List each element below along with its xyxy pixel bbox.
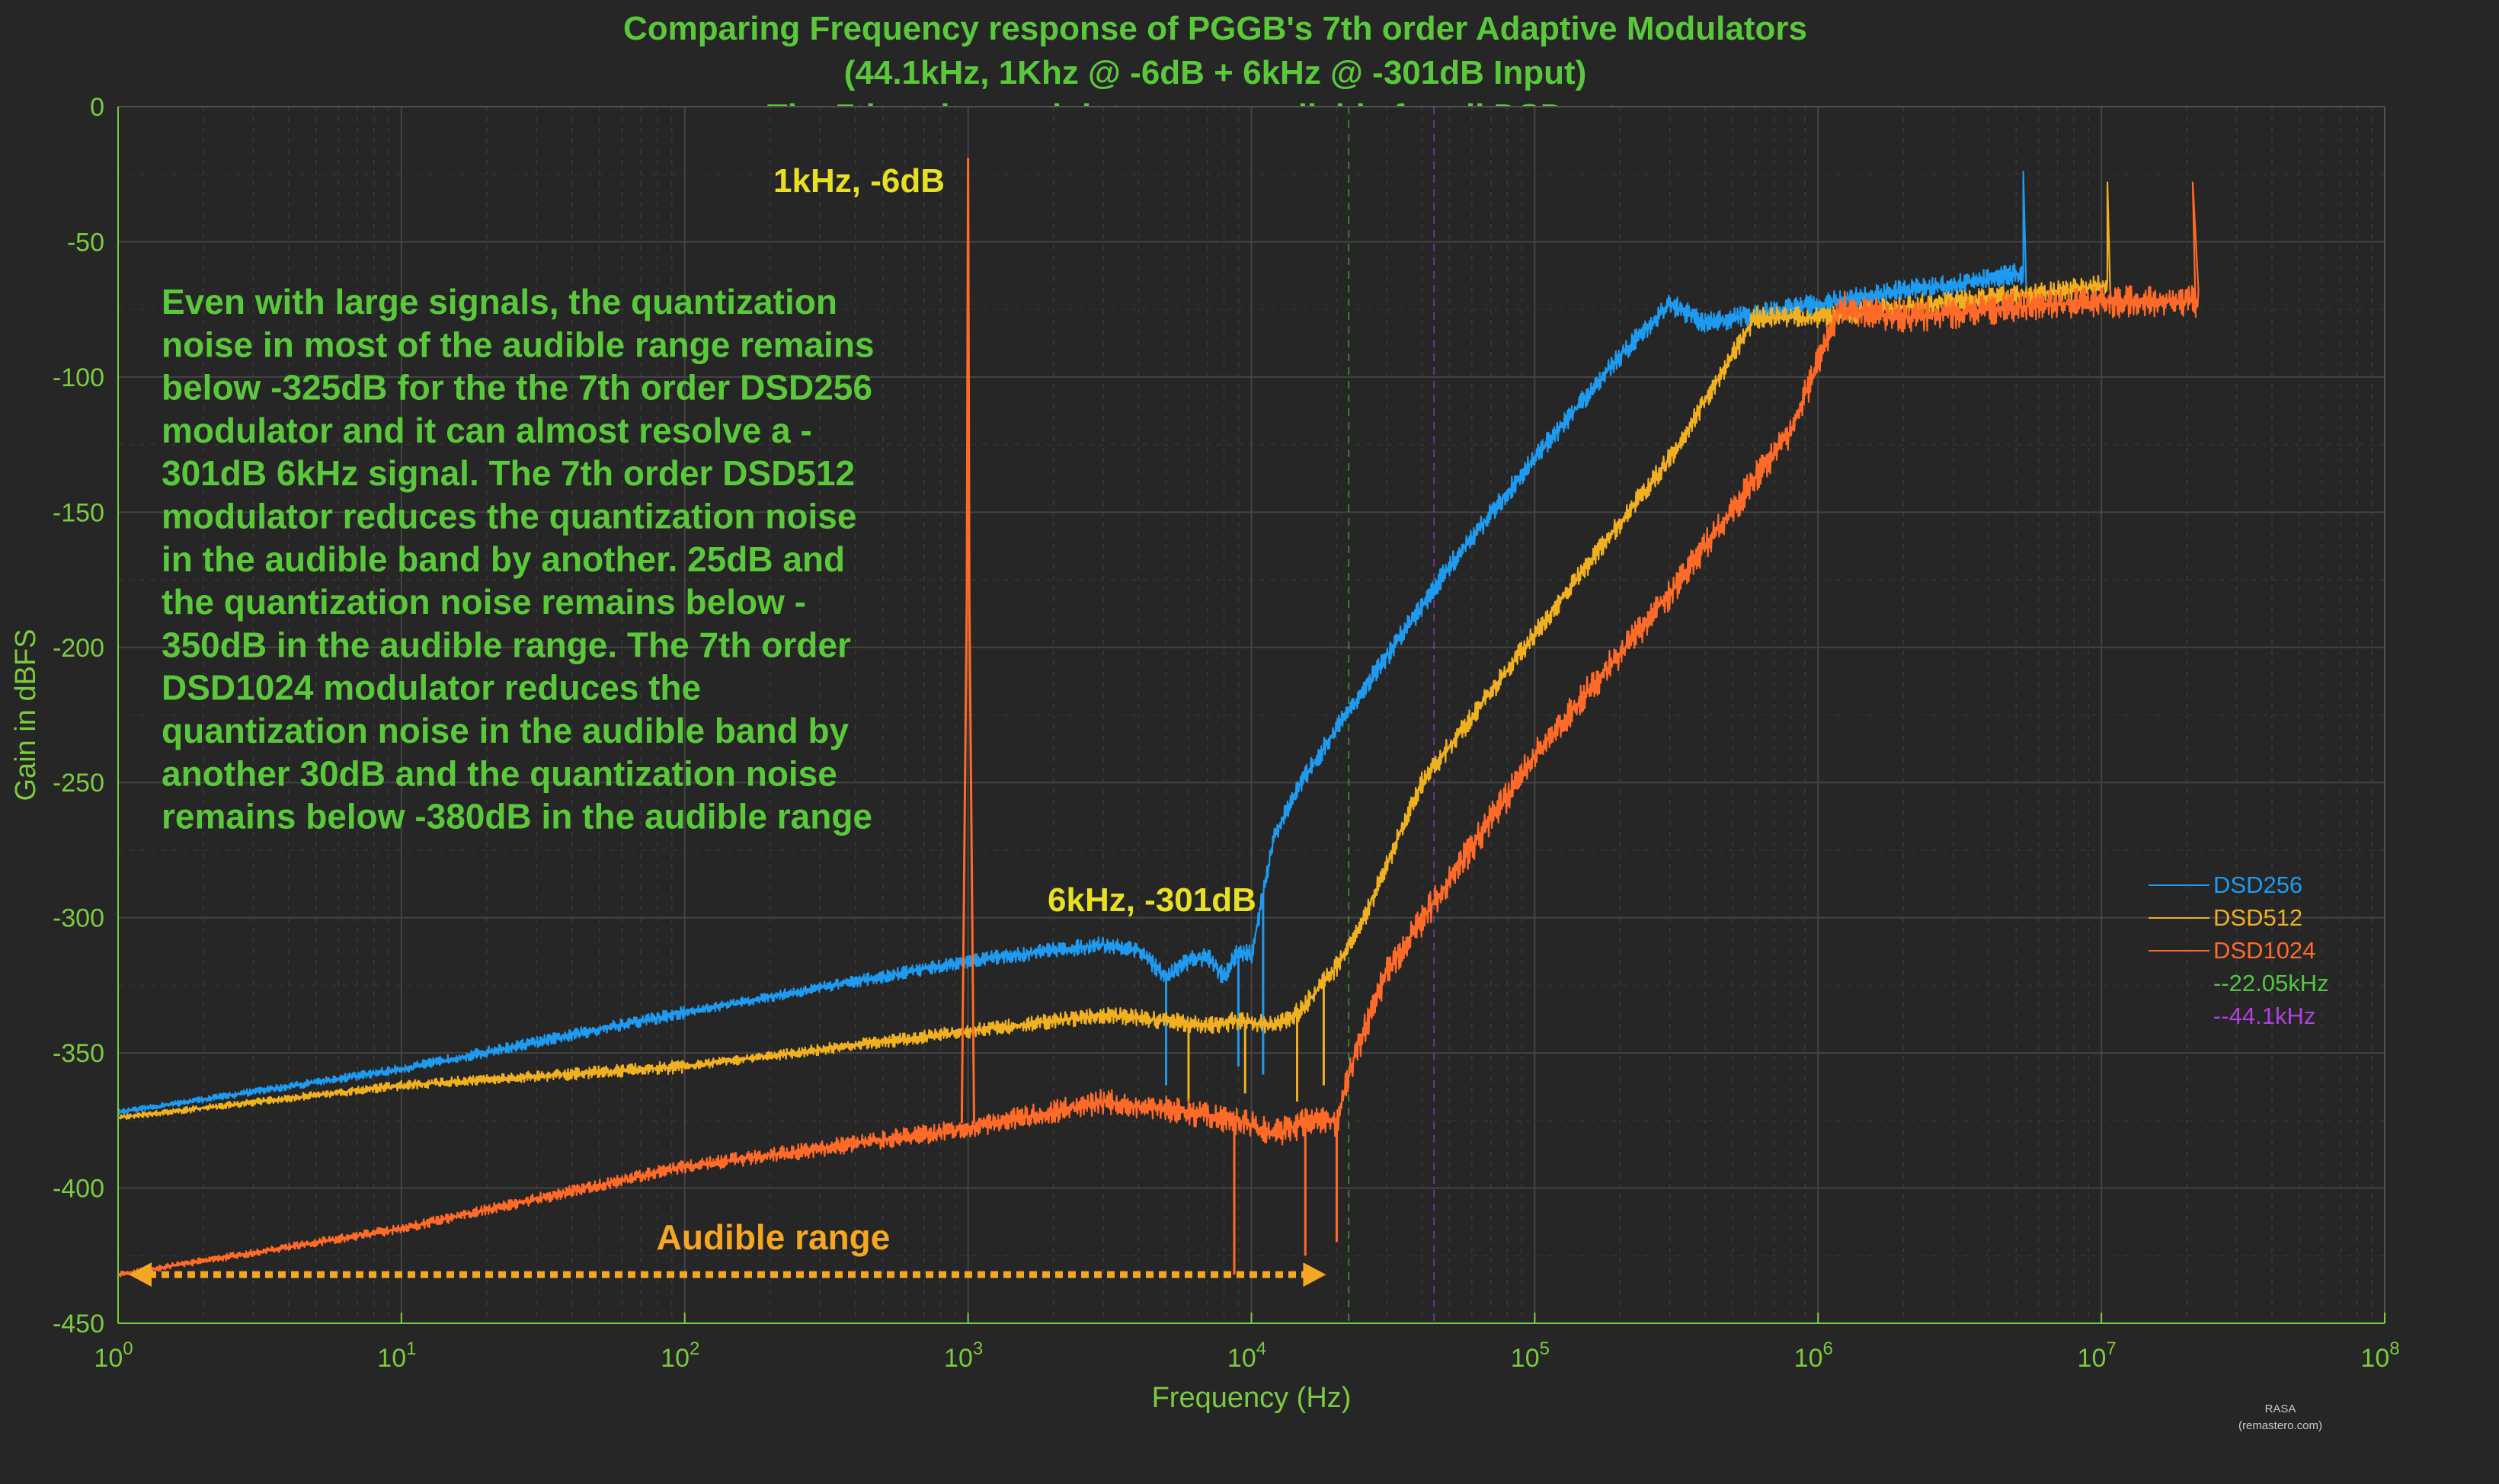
note-line: modulator reduces the quantization noise [162, 497, 856, 536]
tone-annotations: 1kHz, -6dB 6kHz, -301dB [773, 162, 1256, 919]
x-tick-exponent: 6 [1822, 1338, 1832, 1359]
x-tick-label: 101 [377, 1338, 416, 1373]
x-tick-exponent: 3 [973, 1338, 983, 1359]
y-tick-label: -100 [53, 363, 104, 392]
x-tick-exponent: 1 [406, 1338, 416, 1359]
x-tick-exponent: 0 [123, 1338, 133, 1359]
note-line: 301dB 6kHz signal. The 7th order DSD512 [162, 453, 855, 493]
x-tick-base: 10 [661, 1344, 690, 1373]
x-tick-base: 10 [944, 1344, 973, 1373]
y-tick-label: -50 [67, 228, 104, 257]
x-tick-label: 102 [661, 1338, 699, 1373]
title-line-1: Comparing Frequency response of PGGB's 7… [623, 10, 1807, 47]
note-line: in the audible band by another. 25dB and [162, 539, 845, 579]
y-tick-label: -350 [53, 1039, 104, 1068]
x-tick-label: 106 [1794, 1338, 1833, 1373]
legend-entry: DSD1024 [2213, 937, 2315, 964]
y-tick-label: -450 [53, 1310, 104, 1338]
audible-range-label: Audible range [657, 1217, 891, 1257]
series-DSD1024 [117, 181, 2200, 1278]
x-tick-exponent: 5 [1540, 1338, 1550, 1359]
x-tick-label: 100 [94, 1338, 133, 1373]
reference-lines [1348, 107, 1435, 1323]
signal-tones [960, 158, 975, 1124]
audible-arrow-left [129, 1262, 152, 1287]
y-tick-label: -400 [53, 1175, 104, 1204]
annotation-1khz: 1kHz, -6dB [773, 162, 945, 200]
x-tick-label: 104 [1227, 1338, 1266, 1373]
series-group [117, 171, 2200, 1278]
x-tick-labels: 100 101 102 103 104 105 106 107 108 [94, 1338, 2399, 1373]
audible-arrow-right [1303, 1262, 1326, 1287]
x-tick-label: 108 [2360, 1338, 2399, 1373]
note-line: below -325dB for the the 7th order DSD25… [162, 368, 872, 408]
y-tick-label: -300 [53, 904, 104, 933]
note-line: remains below -380dB in the audible rang… [162, 797, 872, 836]
credit-line1: RASA [2265, 1402, 2296, 1415]
tone-1khz-spike [960, 158, 975, 1124]
x-tick-exponent: 4 [1256, 1338, 1266, 1359]
y-tick-label: 0 [90, 93, 104, 122]
y-tick-label: -200 [53, 634, 104, 663]
legend-entry: DSD256 [2213, 872, 2302, 898]
note-line: DSD1024 modulator reduces the [162, 668, 701, 708]
x-axis-label: Frequency (Hz) [1152, 1382, 1352, 1414]
note-line: Even with large signals, the quantizatio… [162, 282, 837, 321]
x-tick-base: 10 [2078, 1344, 2107, 1373]
legend-entry: --44.1kHz [2213, 1003, 2315, 1029]
x-tick-base: 10 [2360, 1344, 2389, 1373]
x-tick-label: 105 [1511, 1338, 1550, 1373]
legend: DSD256 DSD512 DSD1024 --22.05kHz --44.1kHz [2149, 872, 2329, 1029]
x-tick-label: 107 [2078, 1338, 2117, 1373]
x-tick-base: 10 [1794, 1344, 1823, 1373]
note-line: modulator and it can almost resolve a - [162, 411, 812, 450]
title-line-2: (44.1kHz, 1Khz @ -6dB + 6kHz @ -301dB In… [844, 54, 1587, 91]
x-tick-exponent: 8 [2389, 1338, 2399, 1359]
axes [117, 106, 2385, 1324]
note-line: the quantization noise remains below - [162, 582, 806, 622]
y-tick-labels: 0 -50 -100 -150 -200 -250 -300 -350 -400 -450 [53, 93, 104, 1338]
series-DSD512 [117, 181, 2112, 1120]
x-tick-base: 10 [377, 1344, 406, 1373]
x-tick-label: 103 [944, 1338, 983, 1373]
explanatory-note: Even with large signals, the quantizatio… [162, 282, 875, 836]
x-tick-base: 10 [1227, 1344, 1256, 1373]
y-axis-label: Gain in dBFS [10, 629, 42, 801]
note-line: 350dB in the audible range. The 7th orde… [162, 625, 851, 664]
x-tick-exponent: 2 [690, 1338, 699, 1359]
note-line: another 30dB and the quantization noise [162, 753, 837, 793]
legend-entry: --22.05kHz [2213, 970, 2329, 996]
x-tick-base: 10 [1511, 1344, 1540, 1373]
series-DSD256 [117, 171, 2027, 1116]
note-line: noise in most of the audible range remai… [162, 325, 875, 364]
x-tick-exponent: 7 [2106, 1338, 2116, 1359]
y-tick-label: -150 [53, 498, 104, 527]
audible-range-marker: Audible range [129, 1217, 1326, 1287]
y-tick-label: -250 [53, 769, 104, 798]
credit-line2: (remastero.com) [2238, 1419, 2322, 1432]
legend-entry: DSD512 [2213, 904, 2302, 931]
annotation-6khz: 6kHz, -301dB [1048, 881, 1256, 919]
x-tick-base: 10 [94, 1344, 123, 1373]
note-line: quantization noise in the audible band b… [162, 711, 850, 750]
